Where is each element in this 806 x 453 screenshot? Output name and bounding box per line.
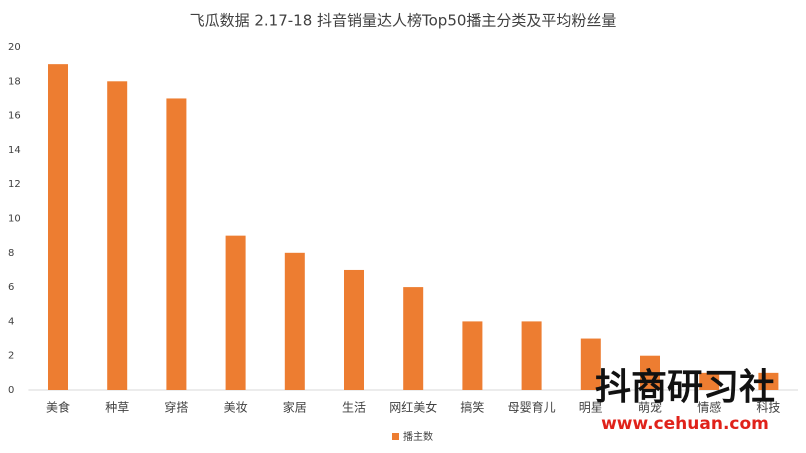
bar (225, 235, 246, 390)
x-tick-label: 母婴育儿 (508, 400, 556, 415)
y-tick-label: 18 (8, 76, 21, 87)
x-tick-label: 种草 (105, 401, 129, 415)
x-tick-label: 明星 (579, 401, 603, 415)
x-tick-label: 萌宠 (638, 400, 662, 415)
y-tick-label: 14 (8, 145, 21, 156)
bar (344, 269, 364, 390)
bar (284, 252, 305, 390)
watermark-url: www.cehuan.com (601, 414, 769, 434)
y-tick-label: 6 (8, 282, 14, 293)
x-tick-label: 生活 (342, 401, 366, 415)
x-tick-label: 网红美女 (389, 400, 437, 415)
bar (758, 372, 779, 390)
bar (699, 372, 720, 390)
y-tick-label: 16 (8, 111, 21, 122)
x-tick-label: 搞笑 (460, 400, 484, 415)
legend-swatch (392, 433, 399, 440)
bar (521, 321, 542, 390)
bar (107, 81, 128, 391)
watermark-logo: 抖商研习社 (595, 367, 775, 408)
bar (640, 355, 660, 390)
x-tick-label: 家居 (283, 400, 307, 415)
y-tick-label: 0 (8, 385, 14, 396)
bar (462, 321, 483, 390)
bar (48, 64, 68, 391)
y-tick-label: 10 (8, 214, 21, 225)
x-tick-label: 情感 (697, 400, 721, 415)
legend-label: 播主数 (403, 430, 433, 443)
y-tick-label: 2 (8, 351, 14, 362)
chart-title: 飞瓜数据 2.17-18 抖音销量达人榜Top50播主分类及平均粉丝量 (190, 12, 617, 30)
bar (403, 287, 424, 390)
y-tick-label: 4 (8, 316, 14, 327)
bar (580, 338, 601, 390)
x-tick-label: 美妆 (224, 401, 248, 415)
x-tick-label: 美食 (46, 400, 70, 415)
y-tick-label: 20 (8, 42, 21, 53)
x-tick-label: 穿搭 (164, 400, 188, 415)
y-tick-label: 8 (8, 248, 14, 259)
x-tick-label: 科技 (756, 401, 780, 415)
bar (166, 98, 187, 390)
y-tick-label: 12 (8, 179, 21, 190)
